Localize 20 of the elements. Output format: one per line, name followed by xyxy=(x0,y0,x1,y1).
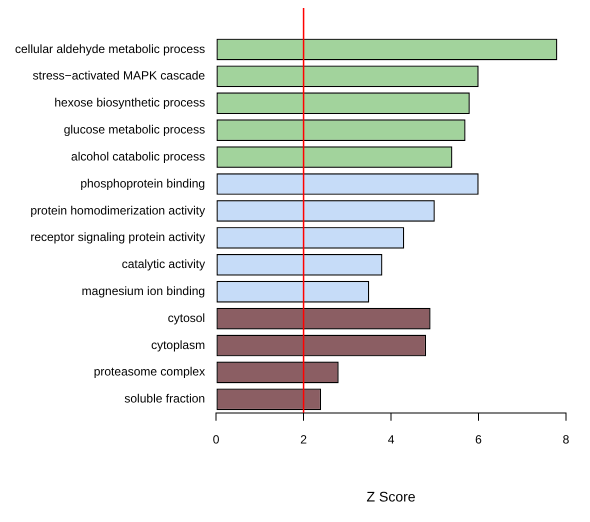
x-tick-label: 0 xyxy=(212,432,220,446)
x-tick-label: 4 xyxy=(388,432,395,446)
y-tick-label: receptor signaling protein activity xyxy=(30,230,206,244)
y-tick-label: soluble fraction xyxy=(124,392,206,406)
y-tick-label: glucose metabolic process xyxy=(64,122,206,137)
y-tick-label: protein homodimerization activity xyxy=(30,203,206,218)
y-tick-label: hexose biosynthetic process xyxy=(54,96,206,110)
x-tick-label: 6 xyxy=(475,432,482,446)
x-tick-label: 8 xyxy=(562,432,570,446)
y-tick-label: proteasome complex xyxy=(94,364,206,379)
y-tick-label: cellular aldehyde metabolic process xyxy=(14,42,206,56)
y-tick-label: phosphoprotein binding xyxy=(80,176,206,190)
y-tick-label: magnesium ion binding xyxy=(82,284,206,298)
x-axis-title: Z Score xyxy=(366,488,416,504)
y-tick-label: alcohol catabolic process xyxy=(71,149,206,164)
y-tick-label: cytoplasm xyxy=(151,338,206,352)
y-tick-label: catalytic activity xyxy=(122,257,206,272)
y-tick-label: stress−activated MAPK cascade xyxy=(32,68,206,83)
y-tick-label: cytosol xyxy=(168,310,206,325)
x-tick-label: 2 xyxy=(300,432,308,446)
